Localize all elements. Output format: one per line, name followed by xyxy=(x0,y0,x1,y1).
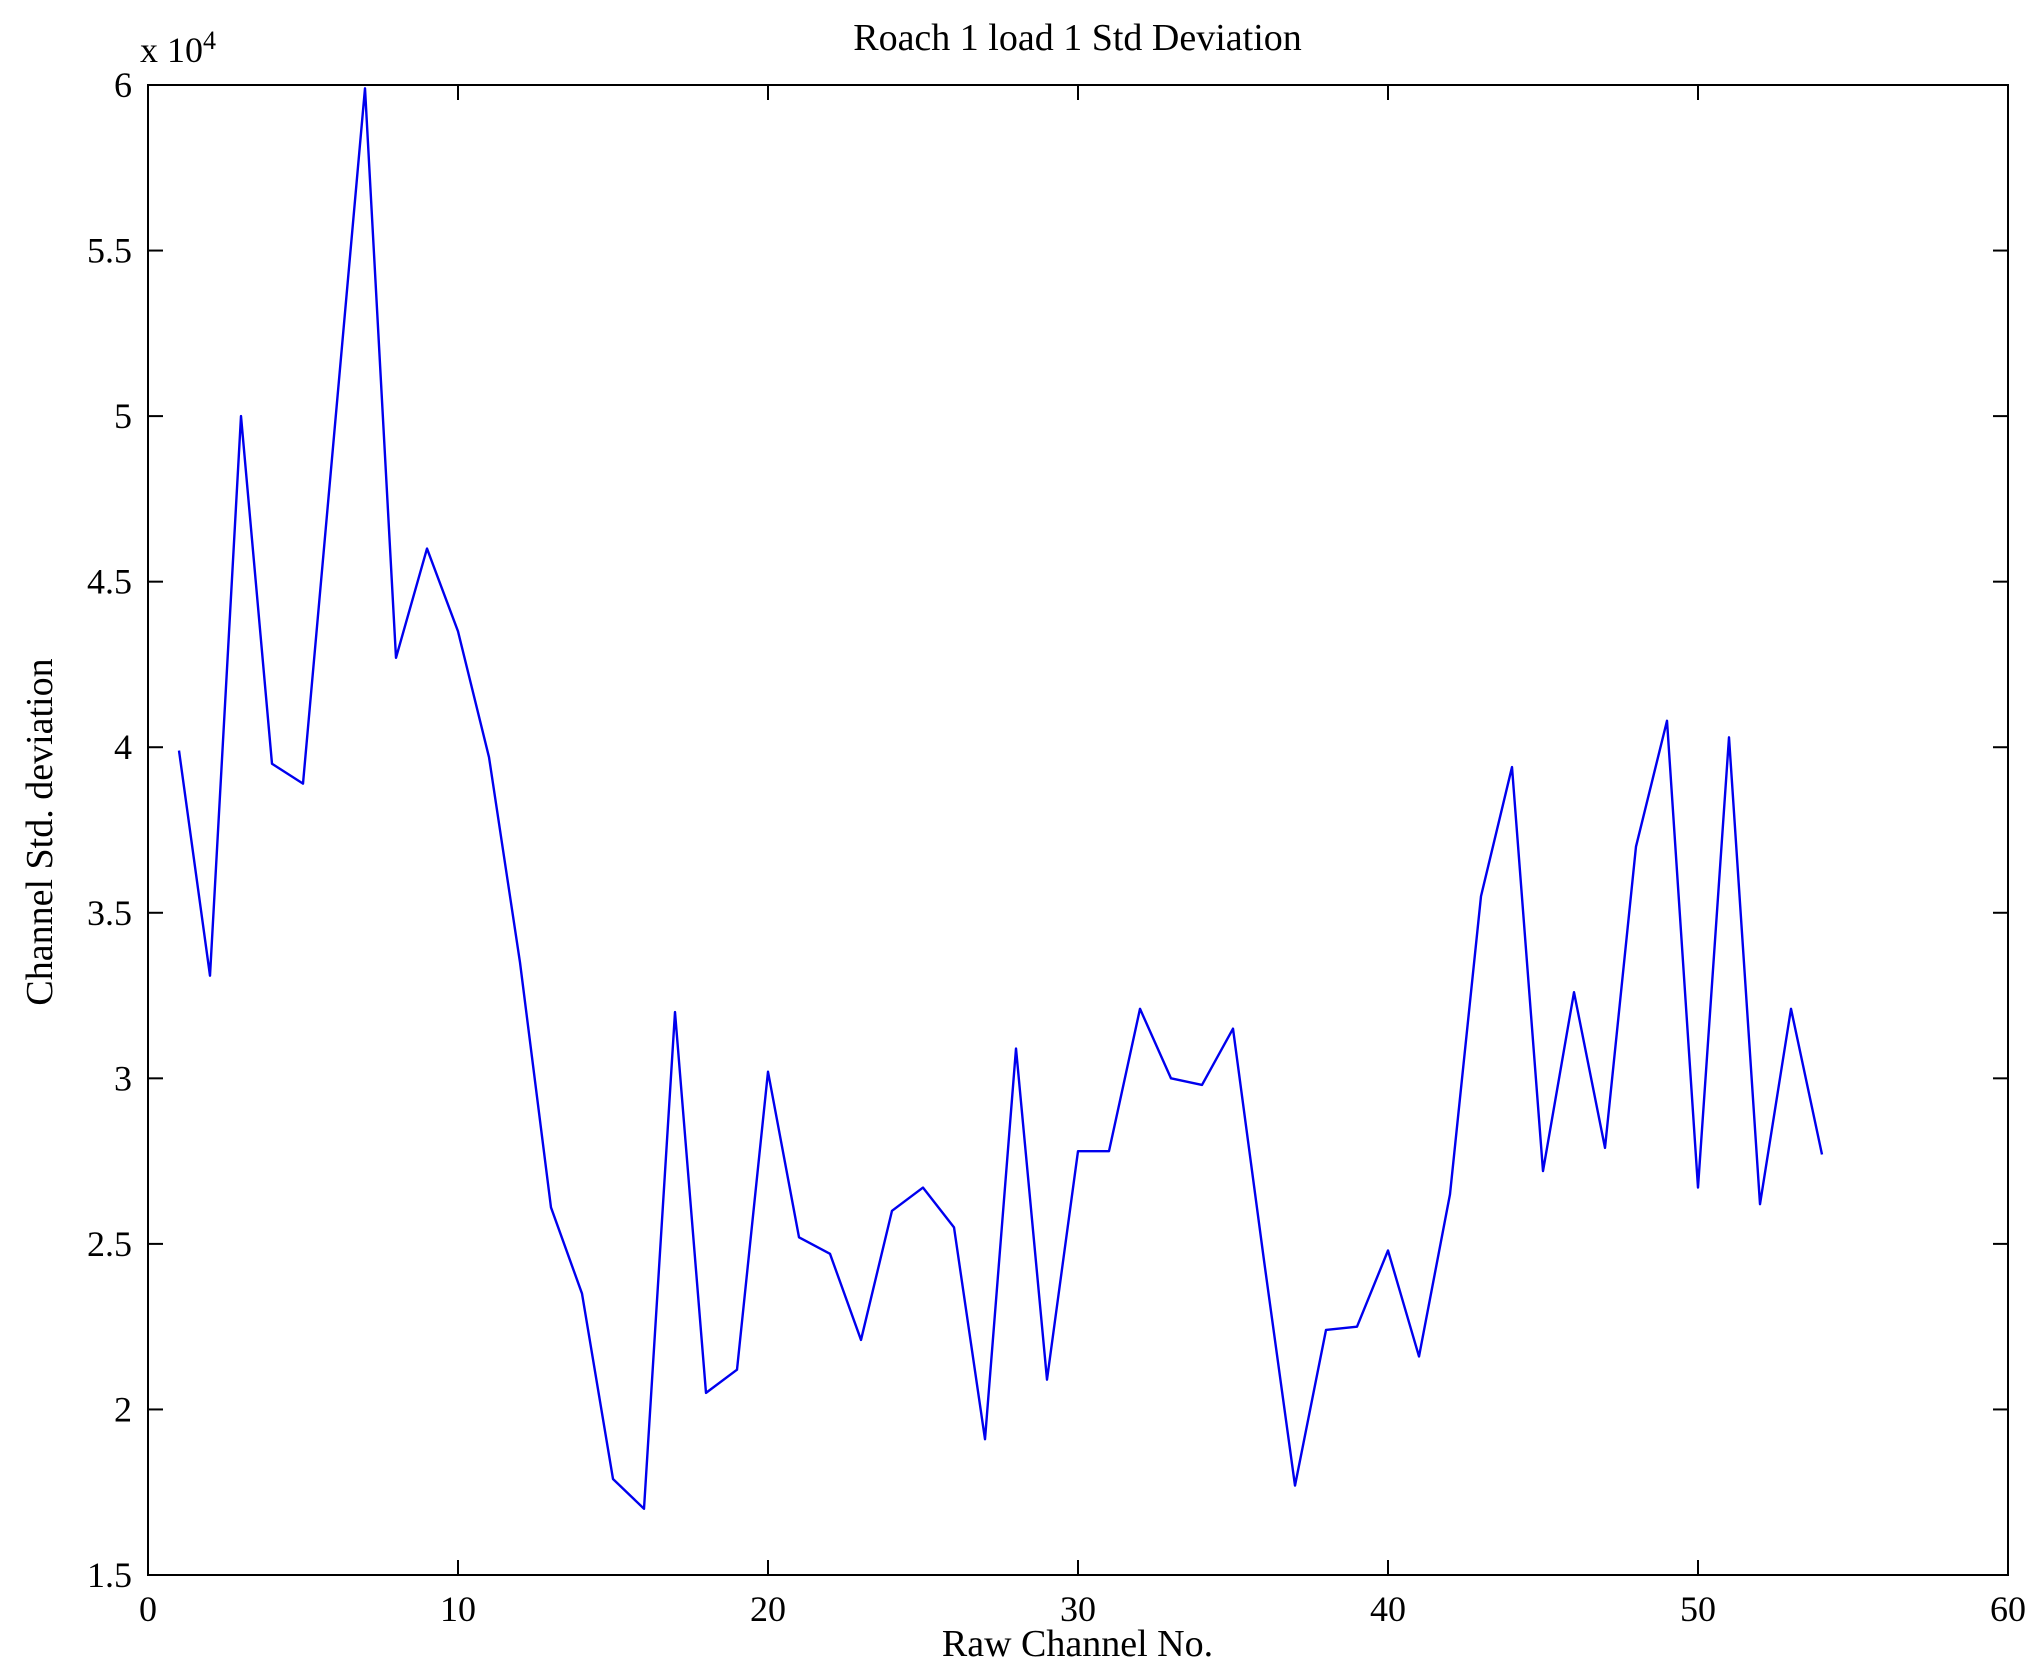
y-tick-label: 2.5 xyxy=(87,1224,132,1264)
x-tick-label: 10 xyxy=(440,1589,476,1629)
x-tick-label: 0 xyxy=(139,1589,157,1629)
data-line xyxy=(177,87,1824,1510)
x-tick-label: 40 xyxy=(1370,1589,1406,1629)
y-tick-label: 5.5 xyxy=(87,231,132,271)
y-axis-multiplier: x 104 xyxy=(140,26,216,71)
x-tick-label: 30 xyxy=(1060,1589,1096,1629)
y-tick-label: 3.5 xyxy=(87,893,132,933)
y-axis-multiplier-exponent: 4 xyxy=(203,26,216,55)
y-tick-label: 1.5 xyxy=(87,1555,132,1595)
x-axis-label: Raw Channel No. xyxy=(941,1623,1214,1665)
y-tick-label: 6 xyxy=(114,65,132,105)
x-tick-label: 60 xyxy=(1990,1589,2026,1629)
x-tick-label: 20 xyxy=(750,1589,786,1629)
y-tick-label: 3 xyxy=(114,1058,132,1098)
y-tick-label: 2 xyxy=(114,1389,132,1429)
y-tick-label: 5 xyxy=(114,396,132,436)
y-tick-label: 4 xyxy=(114,727,132,767)
y-tick-label: 4.5 xyxy=(87,562,132,602)
x-tick-label: 50 xyxy=(1680,1589,1716,1629)
y-axis-multiplier-base: x 10 xyxy=(140,30,203,70)
axes-box xyxy=(147,84,2009,1576)
chart-title: Roach 1 load 1 Std Deviation xyxy=(853,17,1302,59)
